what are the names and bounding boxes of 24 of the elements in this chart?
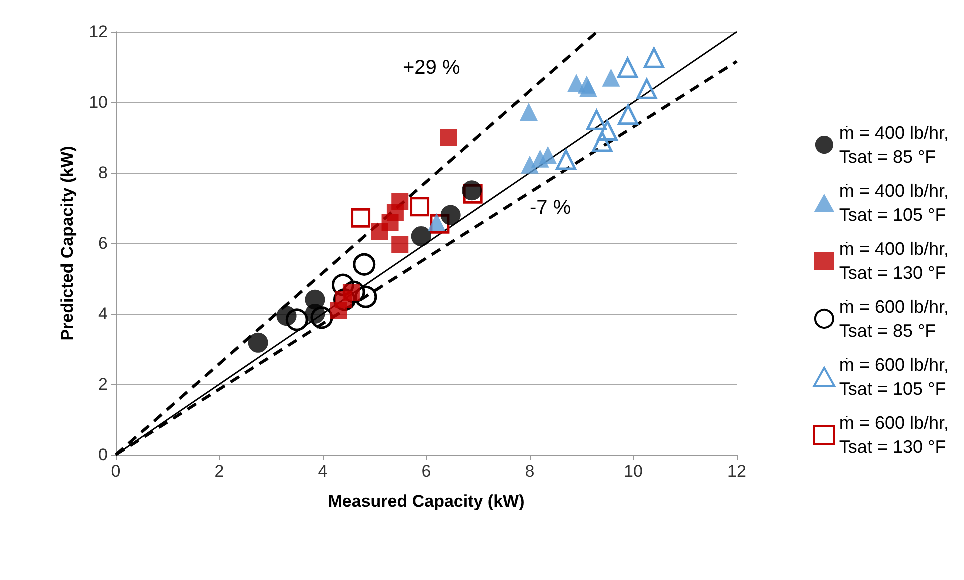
x-tick-label: 2	[214, 462, 224, 481]
y-tick-label: 8	[98, 164, 108, 182]
annotation: +29 %	[403, 57, 460, 79]
y-tick-label: 6	[98, 234, 108, 253]
x-tick-label: 8	[525, 462, 535, 481]
y-tick-label: 0	[98, 446, 108, 464]
annotation: -7 %	[530, 197, 572, 219]
y-axis-title: Predicted Capacity (kW)	[58, 146, 77, 341]
x-tick-label: 4	[318, 462, 328, 481]
legend-label: ṁ = 600 lb/hr, Tsat = 85 °F	[839, 297, 950, 341]
x-tick-label: 0	[111, 462, 121, 481]
y-tick-label: 10	[89, 93, 108, 112]
legend-label: ṁ = 600 lb/hr, Tsat = 130 °F	[839, 413, 950, 457]
y-tick-label: 4	[98, 304, 108, 324]
legend-label: ṁ = 400 lb/hr, Tsat = 85 °F	[839, 123, 950, 167]
y-tick-label: 12	[89, 22, 108, 42]
x-tick-label: 10	[624, 462, 643, 481]
legend-label: ṁ = 600 lb/hr, Tsat = 105 °F	[839, 355, 950, 399]
x-axis-title: Measured Capacity (kW)	[328, 492, 525, 511]
x-tick-label: 12	[728, 462, 746, 481]
legend-label: ṁ = 400 lb/hr, Tsat = 130 °F	[839, 239, 950, 283]
legend-label: ṁ = 400 lb/hr, Tsat = 105 °F	[839, 181, 950, 225]
y-tick-label: 2	[98, 375, 108, 394]
x-tick-label: 6	[422, 462, 432, 481]
